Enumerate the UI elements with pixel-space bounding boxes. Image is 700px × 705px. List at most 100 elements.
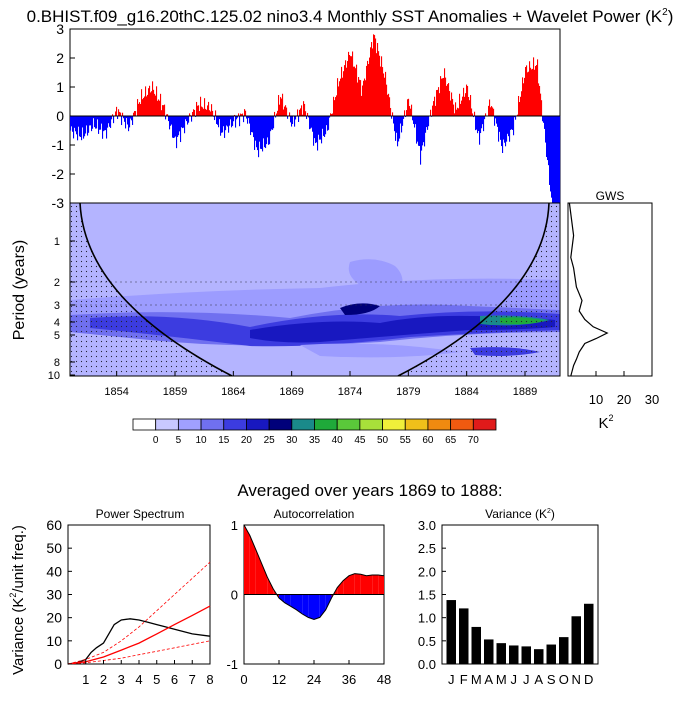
sst-negative-bar [229, 116, 230, 126]
sst-positive-bar [526, 65, 527, 116]
sst-negative-bar [510, 116, 511, 130]
sst-negative-bar [321, 116, 322, 143]
sst-positive-bar [367, 61, 368, 116]
variance-bar [497, 643, 507, 664]
sst-negative-bar [221, 116, 222, 133]
sst-negative-bar [172, 116, 173, 138]
sst-negative-bar [86, 116, 87, 125]
ps-xtick-label: 3 [118, 672, 125, 687]
sst-positive-bar [379, 56, 380, 116]
sst-positive-bar [353, 67, 354, 116]
sst-negative-bar [501, 116, 502, 146]
sst-negative-bar [251, 116, 252, 132]
sst-negative-bar [298, 116, 299, 122]
sst-positive-bar [466, 85, 467, 116]
sst-negative-bar [71, 116, 72, 126]
sst-negative-bar [550, 116, 551, 191]
sst-positive-bar [411, 105, 412, 116]
variance-bar [459, 608, 469, 664]
sst-positive-bar [198, 105, 199, 116]
ps-ytick-label: 0 [54, 656, 62, 672]
sst-positive-bar [371, 42, 372, 116]
sst-negative-bar [191, 116, 192, 122]
sst-negative-bar [173, 116, 174, 138]
ps-xtick-label: 1 [82, 672, 89, 687]
sst-positive-bar [206, 110, 207, 116]
variance-bar [447, 600, 457, 664]
sst-negative-bar [426, 116, 427, 127]
sst-negative-bar [82, 116, 83, 127]
sst-negative-bar [97, 116, 98, 119]
sst-positive-bar [438, 87, 439, 116]
sst-negative-bar [549, 116, 550, 185]
sst-negative-bar [91, 116, 92, 131]
sst-positive-bar [406, 110, 407, 116]
sst-negative-bar [551, 116, 552, 198]
colorbar-label: 15 [218, 435, 230, 446]
sst-negative-bar [498, 116, 499, 142]
sst-positive-bar [381, 56, 382, 116]
sst-negative-bar [413, 116, 414, 124]
sst-negative-bar [428, 116, 429, 126]
sst-negative-bar [84, 116, 85, 136]
sst-positive-bar [146, 96, 147, 116]
sst-positive-bar [205, 109, 206, 116]
sst-positive-bar [527, 72, 528, 116]
sst-positive-bar [462, 97, 463, 116]
sst-negative-bar [247, 116, 248, 124]
sst-ytick-label: -3 [52, 195, 65, 211]
sst-positive-bar [278, 95, 279, 116]
colorbar-swatch [133, 419, 156, 430]
sst-positive-bar [197, 106, 198, 116]
sst-positive-bar [299, 110, 300, 116]
sst-positive-bar [380, 67, 381, 116]
sst-negative-bar [481, 116, 482, 128]
sst-positive-bar [142, 99, 143, 116]
sst-ytick-label: 1 [56, 79, 64, 95]
sst-negative-bar [179, 116, 180, 131]
variance-xtick-label: S [547, 672, 556, 687]
sst-positive-bar [446, 86, 447, 116]
sst-negative-bar [188, 116, 189, 123]
sst-negative-bar [88, 116, 89, 133]
sst-negative-bar [401, 116, 402, 132]
variance-xtick-label: A [534, 672, 543, 687]
sst-negative-bar [168, 116, 169, 121]
sst-positive-bar [364, 79, 365, 116]
sst-negative-bar [265, 116, 266, 148]
sst-negative-bar [180, 116, 181, 142]
sst-positive-bar [355, 68, 356, 116]
colorbar-swatch [405, 419, 428, 430]
sst-negative-bar [476, 116, 477, 130]
sst-positive-bar [137, 99, 138, 116]
sst-positive-bar [340, 79, 341, 116]
sst-positive-bar [352, 51, 353, 116]
sst-negative-bar [320, 116, 321, 140]
variance-xtick-label: D [584, 672, 593, 687]
sst-positive-bar [528, 72, 529, 116]
sst-positive-bar [300, 108, 301, 116]
sst-positive-bar [115, 111, 116, 116]
ps-xtick-label: 7 [189, 672, 196, 687]
sst-positive-bar [335, 97, 336, 116]
sst-positive-bar [434, 97, 435, 116]
sst-positive-bar [305, 111, 306, 116]
sst-positive-bar [161, 110, 162, 116]
sst-negative-bar [96, 116, 97, 128]
sst-positive-bar [341, 67, 342, 116]
sst-positive-bar [138, 104, 139, 116]
sst-negative-bar [477, 116, 478, 133]
sst-negative-bar [271, 116, 272, 129]
sst-positive-bar [410, 109, 411, 116]
sst-negative-bar [103, 116, 104, 131]
sst-positive-bar [386, 85, 387, 116]
sst-negative-bar [497, 116, 498, 127]
sst-positive-bar [389, 97, 390, 116]
sst-negative-bar [396, 116, 397, 133]
sst-positive-bar [519, 102, 520, 116]
sst-negative-bar [310, 116, 311, 129]
sst-positive-bar [374, 35, 375, 116]
sst-negative-bar [235, 116, 236, 128]
sst-positive-bar [119, 112, 120, 116]
